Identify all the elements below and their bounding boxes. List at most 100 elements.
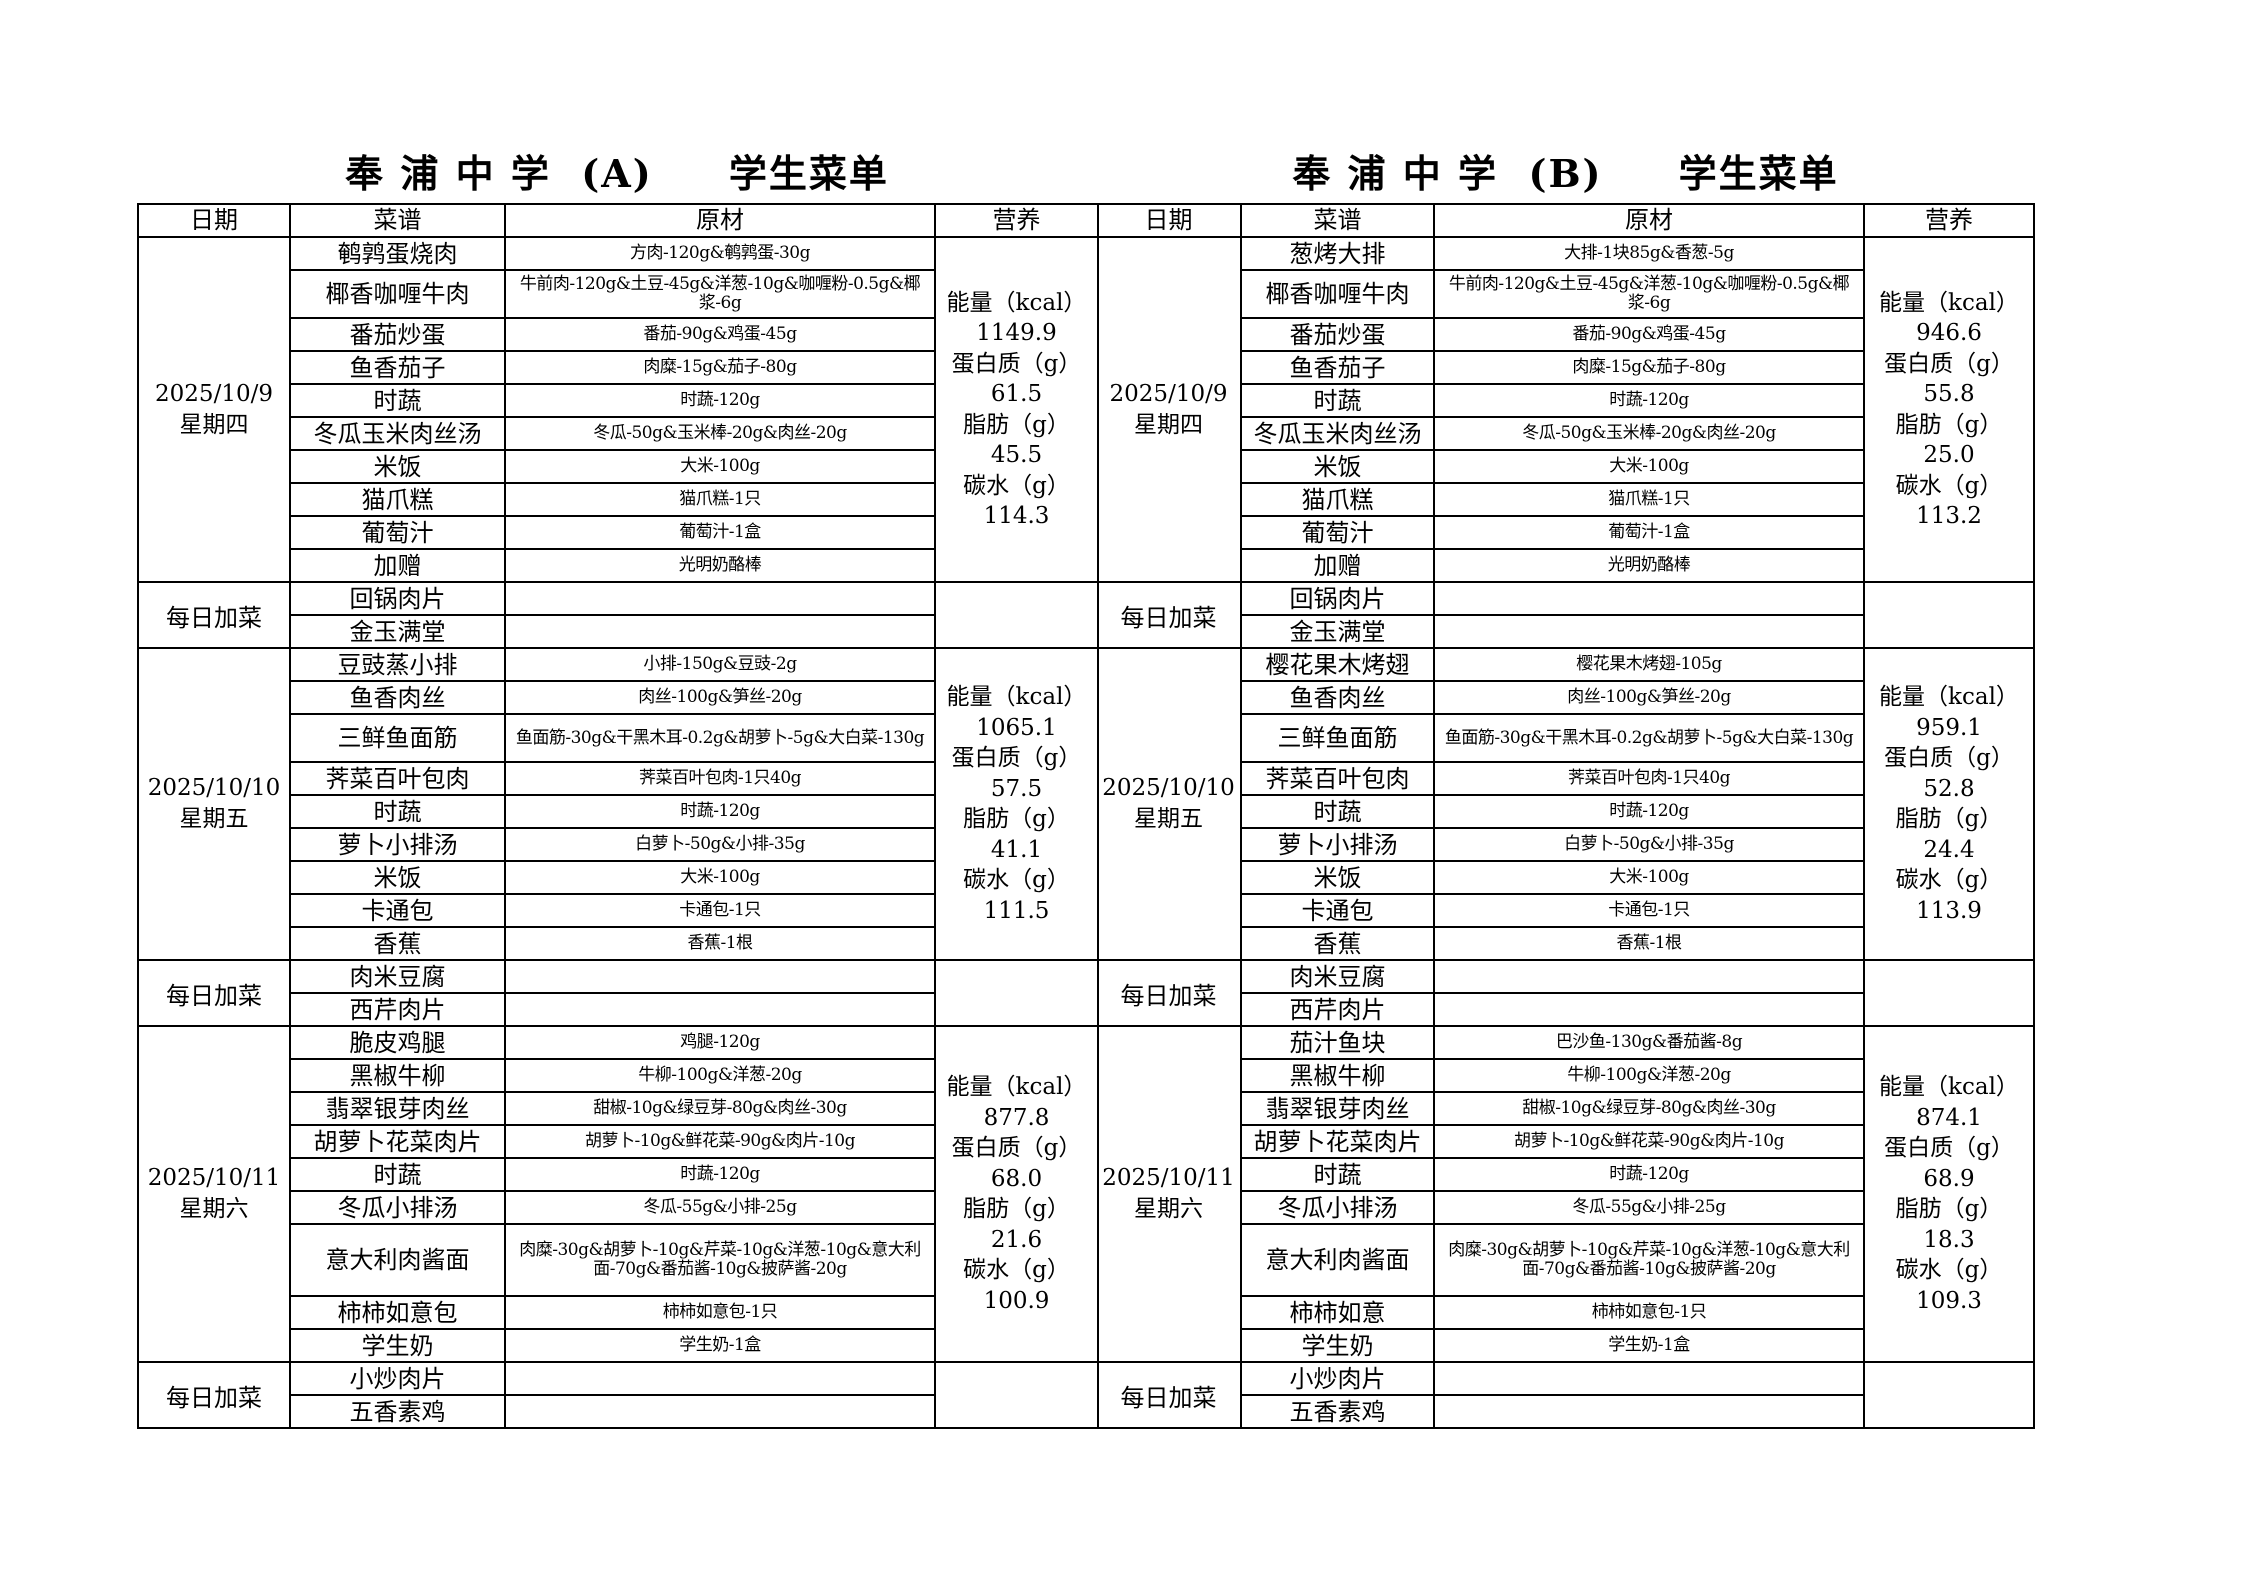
- nutrition-label: 脂肪（g）: [1895, 411, 2003, 438]
- dish-ingredients: 甜椒-10g&绿豆芽-80g&肉丝-30g: [1433, 1091, 1865, 1126]
- nutrition-value: 109.3: [1916, 1287, 1982, 1314]
- dish-name: 胡萝卜花菜肉片: [1241, 1124, 1435, 1159]
- nutrition-label: 能量（kcal）: [946, 684, 1087, 710]
- nutrition-label: 碳水（g）: [1895, 867, 2003, 893]
- daily-extra-label: 每日加菜: [1097, 581, 1242, 649]
- dish-row: 萝卜小排汤 白萝卜-50g&小排-35g: [138, 827, 1098, 862]
- weekday-text: 星期五: [1134, 806, 1203, 832]
- dish-name: 萝卜小排汤: [289, 827, 506, 862]
- extra-nutrition-empty: [934, 1361, 1099, 1429]
- nutrition-cell: 能量（kcal） 877.8 蛋白质（g） 68.0 脂肪（g） 21.6 碳水（g） 100…: [934, 1025, 1099, 1363]
- nutrition-value: 41.1: [990, 836, 1043, 863]
- dish-ingredients: 时蔬-120g: [504, 1157, 936, 1192]
- nutrition-value: 68.0: [990, 1165, 1043, 1192]
- dish-row: 时蔬 时蔬-120g: [1097, 794, 2034, 829]
- column-header: 营养: [934, 203, 1099, 238]
- extra-dish-name: 回锅肉片: [1240, 581, 1435, 616]
- dish-row: 时蔬 时蔬-120g: [1097, 1157, 2034, 1192]
- dish-row: 加赠 光明奶酪棒: [138, 548, 1098, 583]
- dish-row: 米饭 大米-100g: [1097, 449, 2034, 484]
- dish-row: 柿柿如意 柿柿如意包-1只: [1097, 1295, 2034, 1330]
- daily-extra-label: 每日加菜: [1097, 959, 1242, 1027]
- date-text: 2025/10/10: [147, 775, 281, 801]
- date-text: 2025/10/11: [147, 1165, 281, 1191]
- date-text: 2025/10/9: [155, 380, 273, 407]
- nutrition-value: 21.6: [990, 1226, 1043, 1253]
- dish-row: 翡翠银芽肉丝 甜椒-10g&绿豆芽-80g&肉丝-30g: [138, 1091, 1098, 1126]
- dish-name: 柿柿如意包: [289, 1295, 506, 1330]
- extra-dish-ingredients-empty: [504, 581, 936, 616]
- nutrition-value: 57.5: [990, 775, 1043, 802]
- dish-name: 葡萄汁: [289, 515, 506, 550]
- dish-name: 冬瓜小排汤: [1241, 1190, 1435, 1225]
- extra-dish-name: 小炒肉片: [1240, 1361, 1435, 1396]
- dish-name: 鹌鹑蛋烧肉: [289, 236, 506, 271]
- daily-extra-label: 每日加菜: [137, 1361, 291, 1429]
- column-header: 原材: [1433, 203, 1865, 238]
- dish-ingredients: 冬瓜-55g&小排-25g: [1433, 1190, 1865, 1225]
- dish-ingredients: 大米-100g: [504, 860, 936, 895]
- nutrition-cell: 能量（kcal） 1065.1 蛋白质（g） 57.5 脂肪（g） 41.1 碳水（g） 11…: [934, 647, 1099, 961]
- dish-ingredients: 肉糜-15g&茄子-80g: [504, 350, 936, 385]
- nutrition-value: 959.1: [1916, 714, 1982, 741]
- daily-extra-label: 每日加菜: [1097, 1361, 1242, 1429]
- dish-row: 2025/10/9 星期四 鹌鹑蛋烧肉 方肉-120g&鹌鹑蛋-30g 能量（kcal）…: [137, 236, 1099, 583]
- dish-name: 胡萝卜花菜肉片: [289, 1124, 506, 1159]
- dish-ingredients: 方肉-120g&鹌鹑蛋-30g: [504, 236, 936, 271]
- dish-ingredients: 番茄-90g&鸡蛋-45g: [504, 317, 936, 352]
- dish-ingredients: 白萝卜-50g&小排-35g: [1433, 827, 1865, 862]
- dish-name: 冬瓜小排汤: [289, 1190, 506, 1225]
- dish-row: 2025/10/11 星期六 茄汁鱼块 巴沙鱼-130g&番茄酱-8g 能量（kcal）…: [1097, 1025, 2035, 1363]
- extra-dish-ingredients-empty: [1433, 614, 1865, 649]
- dish-row: 黑椒牛柳 牛柳-100g&洋葱-20g: [1097, 1058, 2034, 1093]
- extra-dish-row: 每日加菜 回锅肉片: [137, 581, 1099, 649]
- date-text: 2025/10/11: [1102, 1165, 1235, 1191]
- dish-name: 米饭: [1241, 449, 1435, 484]
- nutrition-label: 碳水（g）: [1895, 1257, 2003, 1283]
- extra-dish-ingredients-empty: [1433, 1394, 1865, 1429]
- dish-name: 鱼香茄子: [289, 350, 506, 385]
- date-cell: 2025/10/10 星期五: [137, 647, 291, 961]
- extra-dish-ingredients-empty: [504, 614, 936, 649]
- extra-dish-row: 金玉满堂: [1097, 614, 2034, 649]
- nutrition-value: 113.2: [1916, 503, 1982, 529]
- extra-nutrition-empty: [1863, 959, 2035, 1027]
- extra-dish-ingredients-empty: [1433, 992, 1865, 1027]
- dish-ingredients: 葡萄汁-1盒: [504, 515, 936, 550]
- dish-name: 椰香咖喱牛肉: [289, 269, 506, 319]
- dish-row: 胡萝卜花菜肉片 胡萝卜-10g&鲜花菜-90g&肉片-10g: [1097, 1124, 2034, 1159]
- nutrition-label: 蛋白质（g）: [1884, 1135, 2014, 1161]
- dish-ingredients: 光明奶酪棒: [1433, 548, 1865, 583]
- dish-row: 葡萄汁 葡萄汁-1盒: [138, 515, 1098, 550]
- dish-row: 2025/10/10 星期五 豆豉蒸小排 小排-150g&豆豉-2g 能量（kcal） 1…: [137, 647, 1099, 961]
- dish-row: 加赠 光明奶酪棒: [1097, 548, 2034, 583]
- dish-ingredients: 鱼面筋-30g&干黑木耳-0.2g&胡萝卜-5g&大白菜-130g: [504, 713, 936, 763]
- menu-b-title: 奉 浦 中 学 (B) 学生菜单: [1292, 151, 1839, 196]
- dish-ingredients: 学生奶-1盒: [504, 1328, 936, 1363]
- dish-ingredients: 牛前肉-120g&土豆-45g&洋葱-10g&咖喱粉-0.5g&椰浆-6g: [504, 269, 936, 319]
- dish-row: 三鲜鱼面筋 鱼面筋-30g&干黑木耳-0.2g&胡萝卜-5g&大白菜-130g: [1097, 713, 2034, 763]
- dish-ingredients: 肉丝-100g&笋丝-20g: [1433, 680, 1865, 715]
- dish-name: 三鲜鱼面筋: [1241, 713, 1435, 763]
- dish-name: 鱼香肉丝: [289, 680, 506, 715]
- dish-name: 时蔬: [289, 794, 506, 829]
- dish-row: 翡翠银芽肉丝 甜椒-10g&绿豆芽-80g&肉丝-30g: [1097, 1091, 2034, 1126]
- dish-name: 黑椒牛柳: [289, 1058, 506, 1093]
- dish-name: 葡萄汁: [1241, 515, 1435, 550]
- dish-ingredients: 时蔬-120g: [504, 383, 936, 418]
- nutrition-label: 脂肪（g）: [963, 1196, 1070, 1222]
- nutrition-cell: 能量（kcal） 946.6 蛋白质（g） 55.8 脂肪（g） 25.0 碳水（g） 113…: [1863, 236, 2035, 583]
- dish-ingredients: 甜椒-10g&绿豆芽-80g&肉丝-30g: [504, 1091, 936, 1126]
- dish-name: 荠菜百叶包肉: [289, 761, 506, 796]
- extra-dish-ingredients-empty: [1433, 1361, 1865, 1396]
- dish-name: 三鲜鱼面筋: [289, 713, 506, 763]
- extra-dish-row: 西芹肉片: [138, 992, 1098, 1027]
- extra-dish-row: 每日加菜 小炒肉片: [1097, 1361, 2035, 1429]
- dish-name: 翡翠银芽肉丝: [289, 1091, 506, 1126]
- dish-name: 樱花果木烤翅: [1240, 647, 1435, 682]
- dish-row: 2025/10/10 星期五 樱花果木烤翅 樱花果木烤翅-105g 能量（kcal） 95…: [1097, 647, 2035, 961]
- extra-dish-ingredients-empty: [504, 992, 936, 1027]
- dish-row: 冬瓜小排汤 冬瓜-55g&小排-25g: [138, 1190, 1098, 1225]
- nutrition-value: 100.9: [983, 1287, 1050, 1314]
- dish-row: 卡通包 卡通包-1只: [138, 893, 1098, 928]
